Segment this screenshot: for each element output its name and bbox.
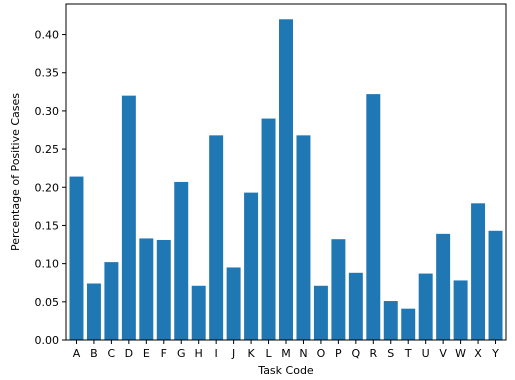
x-tick-label: S bbox=[387, 347, 394, 360]
bar-V bbox=[436, 233, 451, 340]
x-tick-label: T bbox=[404, 347, 412, 360]
y-tick-label: 0.05 bbox=[35, 296, 60, 309]
x-tick-label: U bbox=[422, 347, 430, 360]
x-tick-label: G bbox=[177, 347, 186, 360]
y-tick-label: 0.15 bbox=[35, 219, 60, 232]
bar-K bbox=[244, 192, 259, 340]
bar-M bbox=[279, 19, 293, 341]
x-tick-label: J bbox=[231, 347, 235, 360]
bar-L bbox=[261, 118, 276, 340]
y-axis-label: Percentage of Positive Cases bbox=[9, 93, 22, 251]
x-tick-label: H bbox=[195, 347, 203, 360]
x-tick-label: Q bbox=[352, 347, 361, 360]
bar-J bbox=[226, 267, 241, 340]
y-tick-label: 0.00 bbox=[35, 334, 60, 347]
bar-G bbox=[174, 181, 189, 340]
y-tick-label: 0.10 bbox=[35, 258, 60, 271]
x-tick-label: V bbox=[439, 347, 447, 360]
x-tick-label: B bbox=[90, 347, 98, 360]
x-tick-label: A bbox=[73, 347, 81, 360]
bar-Y bbox=[488, 230, 503, 340]
x-tick-label: R bbox=[369, 347, 377, 360]
x-tick-label: N bbox=[299, 347, 307, 360]
bar-Q bbox=[348, 272, 363, 340]
bar-T bbox=[401, 308, 416, 340]
y-tick-label: 0.20 bbox=[35, 181, 60, 194]
x-tick-label: C bbox=[108, 347, 116, 360]
bar-F bbox=[156, 239, 171, 340]
x-tick-label: F bbox=[161, 347, 167, 360]
x-tick-label: P bbox=[335, 347, 342, 360]
x-tick-label: I bbox=[215, 347, 218, 360]
bar-R bbox=[366, 94, 381, 340]
bar-E bbox=[139, 238, 154, 340]
y-tick-label: 0.40 bbox=[35, 29, 60, 42]
bar-C bbox=[104, 262, 119, 340]
x-axis-label: Task Code bbox=[257, 364, 314, 377]
bar-X bbox=[471, 203, 486, 340]
x-tick-label: D bbox=[125, 347, 133, 360]
plot-frame bbox=[65, 3, 507, 341]
y-tick-label: 0.30 bbox=[35, 105, 60, 118]
x-tick-label: L bbox=[265, 347, 272, 360]
x-tick-label: X bbox=[474, 347, 482, 360]
bar-P bbox=[331, 239, 346, 340]
bar-B bbox=[86, 283, 101, 340]
bar-D bbox=[121, 95, 136, 340]
bar-W bbox=[453, 280, 468, 340]
bar-H bbox=[191, 285, 206, 340]
bar-A bbox=[69, 176, 84, 340]
x-tick-label: Y bbox=[491, 347, 499, 360]
x-tick-label: K bbox=[247, 347, 255, 360]
x-tick-label: M bbox=[281, 347, 291, 360]
bar-S bbox=[383, 301, 398, 340]
bar-O bbox=[313, 285, 328, 340]
x-tick-label: O bbox=[317, 347, 326, 360]
x-tick-label: E bbox=[143, 347, 150, 360]
bar-N bbox=[296, 135, 311, 340]
y-tick-label: 0.35 bbox=[35, 67, 60, 80]
bar-U bbox=[418, 273, 433, 340]
bar-I bbox=[209, 135, 224, 340]
y-tick-label: 0.25 bbox=[35, 143, 60, 156]
x-tick-label: W bbox=[455, 347, 466, 360]
